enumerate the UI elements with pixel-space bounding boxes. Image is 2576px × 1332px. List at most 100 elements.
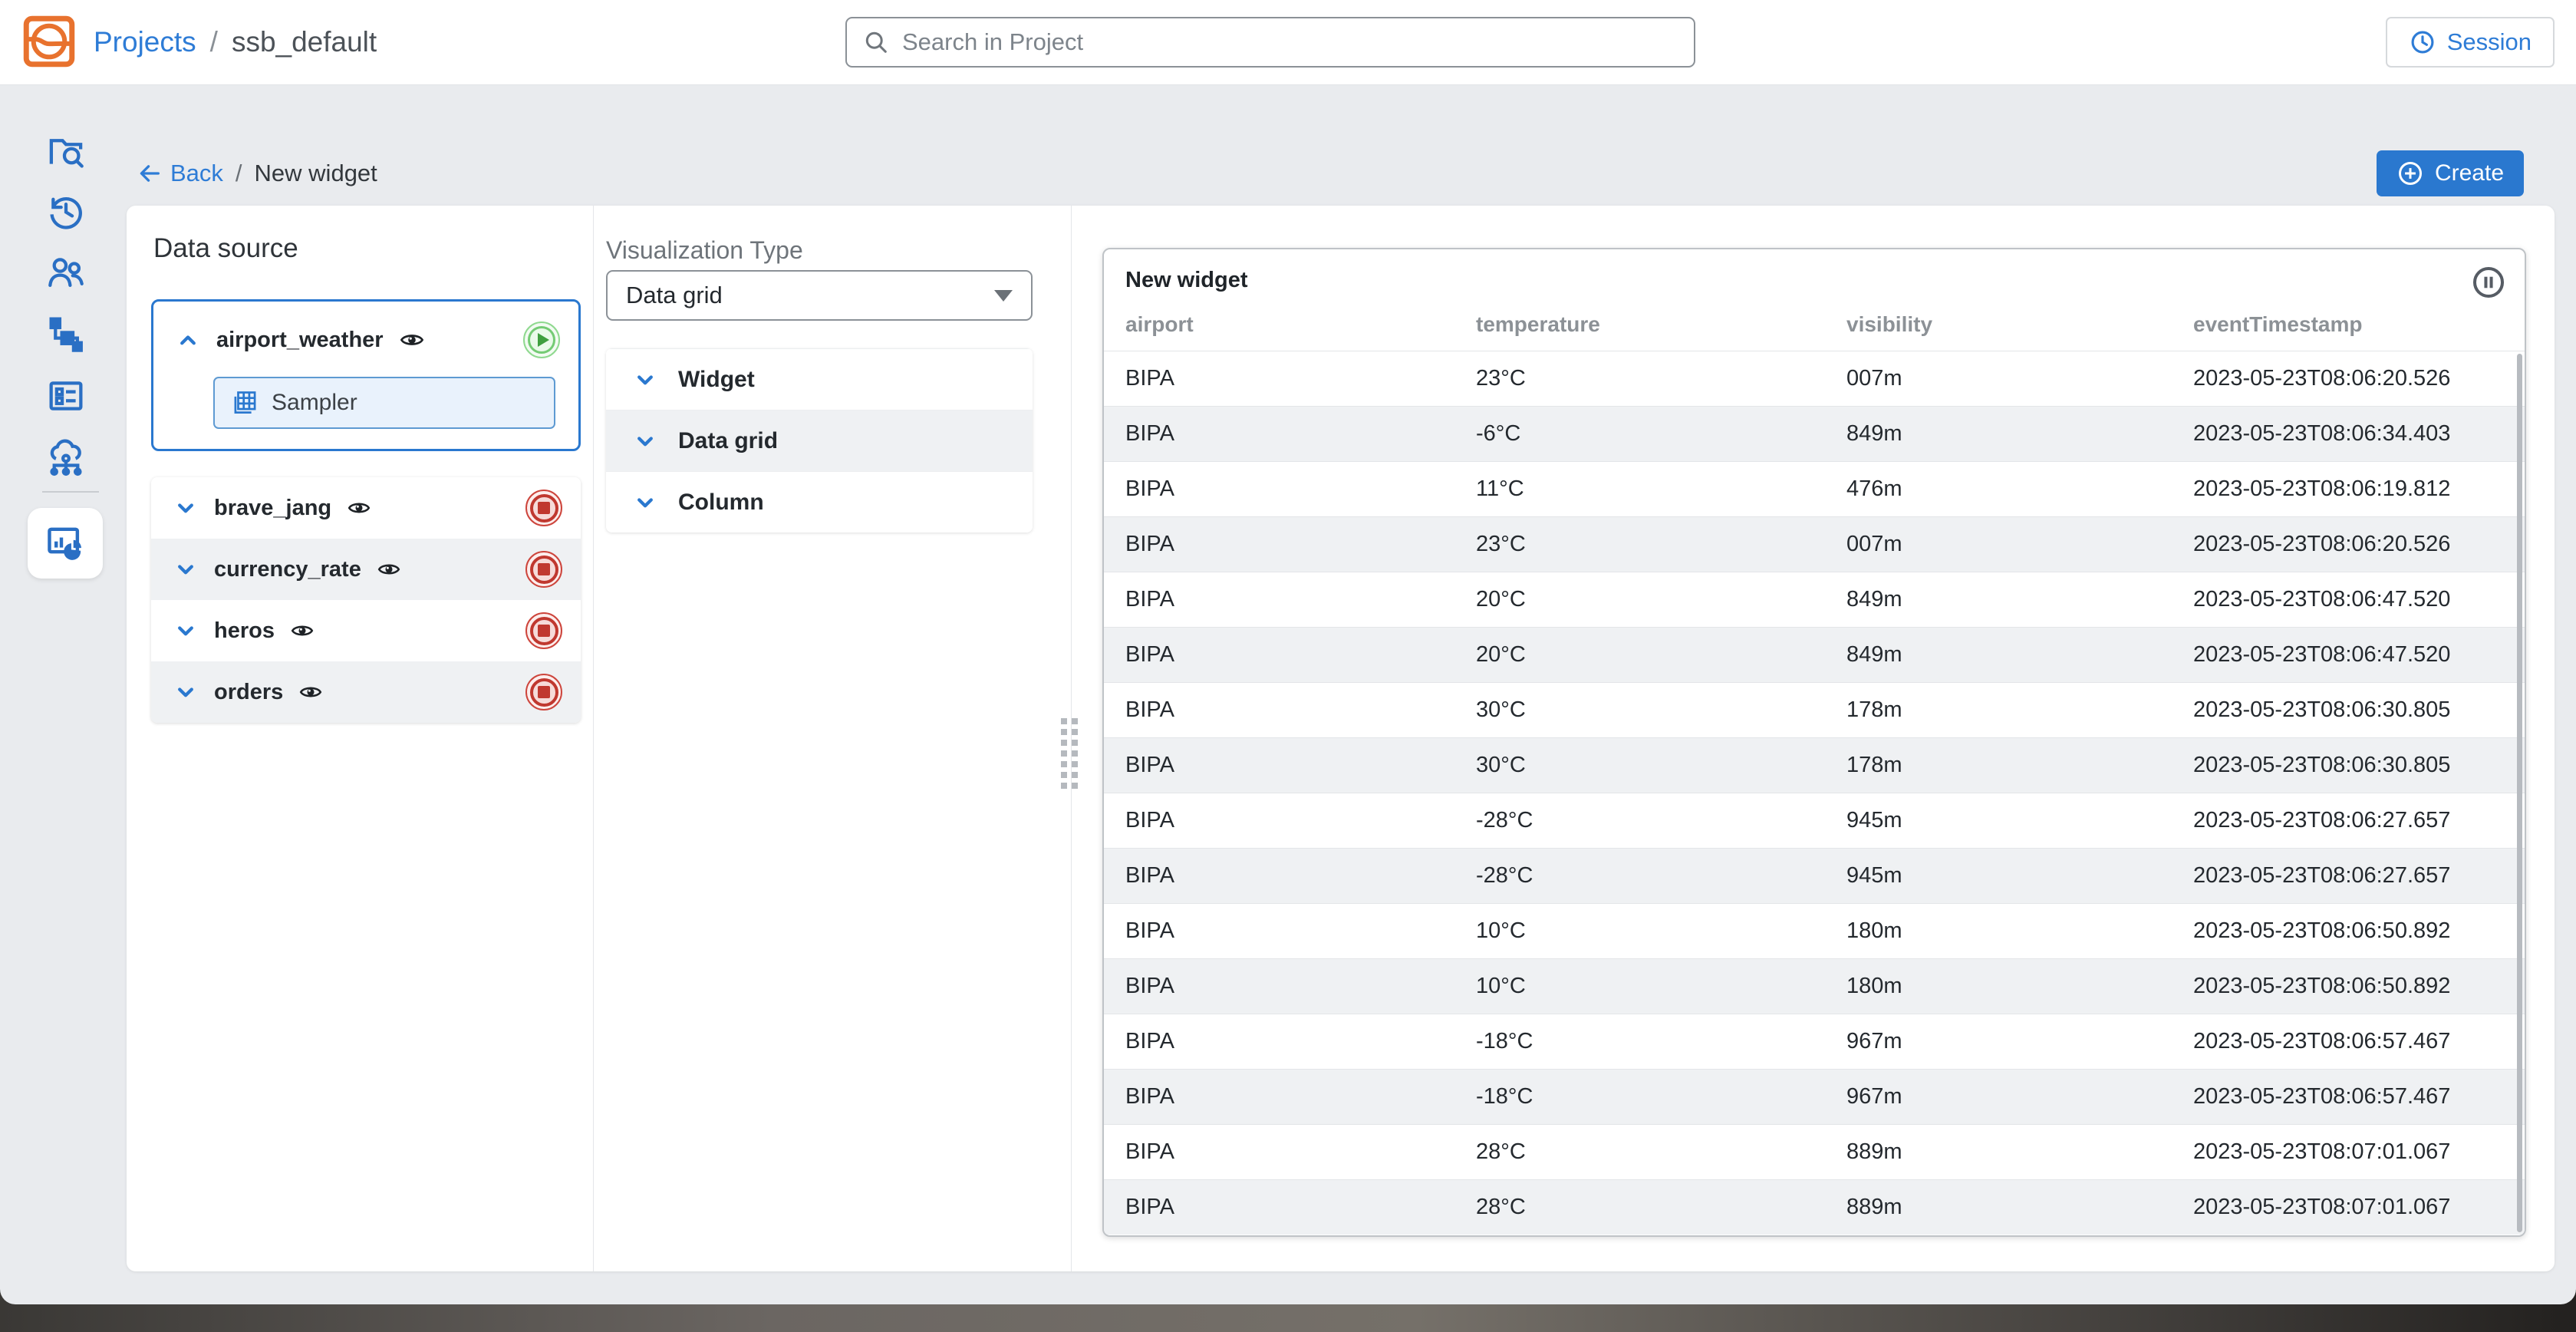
cell-temperature: -18°C	[1476, 1070, 1533, 1124]
cell-visibility: 945m	[1846, 849, 1902, 903]
eye-icon[interactable]	[377, 557, 401, 582]
sidebar-divider	[42, 491, 99, 493]
sidebar-item-cloud-connections[interactable]	[45, 437, 87, 479]
chevron-down-icon[interactable]	[632, 490, 658, 516]
sidebar-item-tables-panel[interactable]	[45, 375, 87, 417]
cell-visibility: 180m	[1846, 959, 1902, 1014]
users-icon	[45, 252, 87, 293]
data-source-airport-weather[interactable]: airport_weather	[153, 302, 578, 358]
grid-row: BIPA 20°C 849m 2023-05-23T08:06:47.520	[1104, 627, 2525, 682]
stop-sample-button[interactable]	[525, 612, 562, 649]
cell-event-timestamp: 2023-05-23T08:06:50.892	[2193, 904, 2450, 958]
cell-visibility: 889m	[1846, 1180, 1902, 1235]
widget-preview-card: New widget airporttemperaturevisibilitye…	[1102, 248, 2526, 1237]
panel-resize-handle[interactable]	[1061, 718, 1081, 795]
data-source-row[interactable]: currency_rate	[151, 539, 581, 600]
stop-icon	[538, 502, 550, 514]
stop-icon	[538, 625, 550, 637]
breadcrumb-projects-link[interactable]: Projects	[94, 26, 196, 58]
back-link-label: Back	[170, 160, 223, 187]
grid-row: BIPA 20°C 849m 2023-05-23T08:06:47.520	[1104, 572, 2525, 627]
stop-sample-button[interactable]	[525, 674, 562, 711]
chevron-down-icon[interactable]	[632, 367, 658, 393]
project-explorer-icon	[45, 132, 87, 173]
cell-airport: BIPA	[1125, 628, 1174, 682]
sidebar-item-data-flow[interactable]	[45, 313, 87, 354]
panel-divider-1	[593, 206, 594, 1271]
data-source-row[interactable]: heros	[151, 600, 581, 661]
source-name: airport_weather	[216, 328, 384, 353]
grid-row: BIPA 23°C 007m 2023-05-23T08:06:20.526	[1104, 516, 2525, 572]
session-button[interactable]: Session	[2386, 17, 2555, 68]
cell-airport: BIPA	[1125, 793, 1174, 848]
visualization-type-title: Visualization Type	[606, 236, 803, 265]
cell-airport: BIPA	[1125, 517, 1174, 572]
caret-down-icon	[994, 290, 1013, 302]
cell-temperature: 30°C	[1476, 738, 1526, 793]
grid-row: BIPA 30°C 178m 2023-05-23T08:06:30.805	[1104, 737, 2525, 793]
stop-sample-button[interactable]	[525, 490, 562, 526]
cell-airport: BIPA	[1125, 572, 1174, 627]
cell-visibility: 849m	[1846, 628, 1902, 682]
eye-icon[interactable]	[290, 618, 315, 643]
cell-temperature: 11°C	[1476, 462, 1524, 516]
cell-visibility: 007m	[1846, 351, 1902, 406]
grid-header-row: airporttemperaturevisibilityeventTimesta…	[1104, 312, 2525, 346]
accordion-section-label: Data grid	[678, 428, 778, 454]
sidebar-item-project-explorer[interactable]	[45, 132, 87, 173]
cell-temperature: 10°C	[1476, 959, 1526, 1014]
grid-row: BIPA -28°C 945m 2023-05-23T08:06:27.657	[1104, 848, 2525, 903]
back-link[interactable]: Back	[137, 160, 223, 187]
run-sample-button[interactable]	[523, 321, 560, 358]
grid-row: BIPA -6°C 849m 2023-05-23T08:06:34.403	[1104, 406, 2525, 461]
chevron-down-icon[interactable]	[173, 679, 199, 705]
cell-temperature: 20°C	[1476, 572, 1526, 627]
chevron-up-icon[interactable]	[175, 327, 201, 353]
cell-airport: BIPA	[1125, 959, 1174, 1014]
search-input[interactable]	[902, 28, 1678, 56]
eye-icon[interactable]	[298, 680, 323, 704]
data-source-row[interactable]: orders	[151, 661, 581, 723]
cell-airport: BIPA	[1125, 738, 1174, 793]
cell-visibility: 889m	[1846, 1125, 1902, 1179]
grid-column-header: airport	[1125, 312, 1194, 337]
accordion-section[interactable]: Column	[606, 471, 1033, 532]
chevron-down-icon[interactable]	[173, 495, 199, 521]
grid-row: BIPA 10°C 180m 2023-05-23T08:06:50.892	[1104, 903, 2525, 958]
eye-icon[interactable]	[399, 327, 425, 353]
chevron-down-icon[interactable]	[173, 556, 199, 582]
sidebar-item-history[interactable]	[45, 191, 87, 232]
grid-body: BIPA 23°C 007m 2023-05-23T08:06:20.526 B…	[1104, 351, 2525, 1235]
grid-row: BIPA 28°C 889m 2023-05-23T08:07:01.067	[1104, 1124, 2525, 1179]
toolbar-separator: /	[236, 160, 242, 187]
session-button-label: Session	[2447, 28, 2532, 56]
play-icon	[538, 333, 549, 347]
data-source-row[interactable]: brave_jang	[151, 477, 581, 539]
grid-column-header: temperature	[1476, 312, 1600, 337]
pause-button[interactable]	[2471, 265, 2506, 300]
eye-icon[interactable]	[347, 496, 371, 520]
sampler-label: Sampler	[272, 390, 357, 416]
create-button[interactable]: Create	[2377, 150, 2524, 196]
visualization-type-select[interactable]: Data grid	[606, 270, 1033, 321]
accordion-section[interactable]: Data grid	[606, 410, 1033, 471]
grid-scrollbar-thumb[interactable]	[2517, 354, 2522, 1232]
cell-visibility: 849m	[1846, 572, 1902, 627]
grid-row: BIPA 30°C 178m 2023-05-23T08:06:30.805	[1104, 682, 2525, 737]
visualization-accordion: Widget Data grid Column	[606, 348, 1033, 532]
grid-row: BIPA -18°C 967m 2023-05-23T08:06:57.467	[1104, 1069, 2525, 1124]
chevron-down-icon[interactable]	[173, 618, 199, 644]
accordion-section[interactable]: Widget	[606, 348, 1033, 410]
grid-row: BIPA 11°C 476m 2023-05-23T08:06:19.812	[1104, 461, 2525, 516]
chevron-down-icon[interactable]	[632, 428, 658, 454]
sidebar-item-widgets-active[interactable]	[28, 508, 103, 579]
sidebar-item-users[interactable]	[45, 252, 87, 293]
stop-sample-button[interactable]	[525, 551, 562, 588]
cell-visibility: 178m	[1846, 738, 1902, 793]
breadcrumb-current-project: ssb_default	[232, 26, 377, 58]
cell-airport: BIPA	[1125, 462, 1174, 516]
cell-airport: BIPA	[1125, 1180, 1174, 1235]
grid-row: BIPA -18°C 967m 2023-05-23T08:06:57.467	[1104, 1014, 2525, 1069]
sampler-item[interactable]: Sampler	[213, 377, 555, 429]
stop-icon	[538, 563, 550, 575]
